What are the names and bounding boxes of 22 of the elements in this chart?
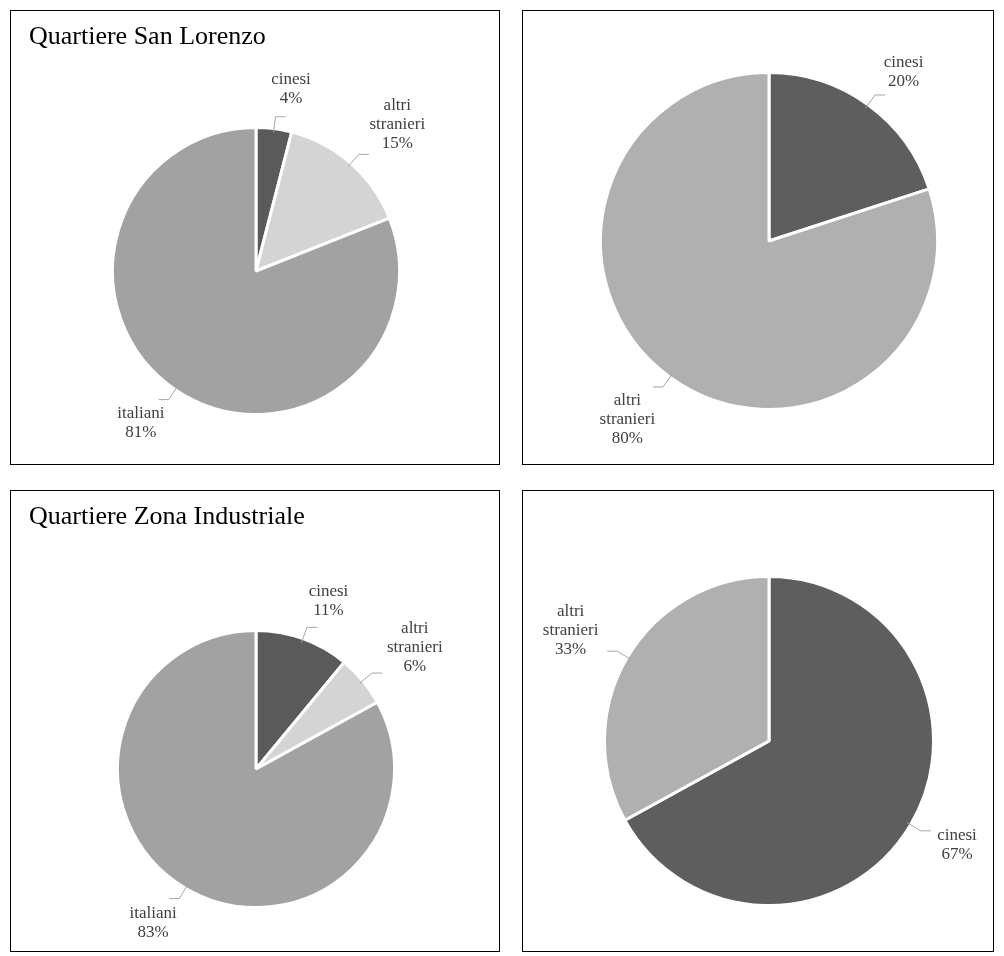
slice-label: altri stranieri [599, 389, 656, 428]
slice-label: cinesi [937, 825, 978, 845]
data-label: 33% [555, 639, 587, 659]
chart-title: Quartiere Zona Industriale [29, 501, 305, 531]
slice-label: cinesi [271, 68, 312, 88]
slice-label: cinesi [308, 581, 349, 601]
data-label: 4% [279, 87, 303, 107]
slice-label: italiani [117, 402, 165, 422]
slice-label: italiani [129, 902, 178, 922]
data-label: 6% [403, 656, 427, 676]
data-label: 83% [137, 921, 169, 941]
data-label: 11% [313, 600, 344, 620]
data-label: 80% [611, 427, 643, 447]
slice-label: cinesi [883, 52, 924, 72]
slice-label: altri stranieri [542, 601, 599, 640]
slice-label: altri stranieri [369, 94, 426, 133]
data-label: 15% [381, 132, 413, 152]
data-label: 67% [941, 844, 973, 864]
slice-label: altri stranieri [386, 618, 443, 657]
chart-title: Quartiere San Lorenzo [29, 21, 266, 51]
data-label: 20% [887, 71, 920, 91]
data-label: 81% [125, 421, 157, 441]
